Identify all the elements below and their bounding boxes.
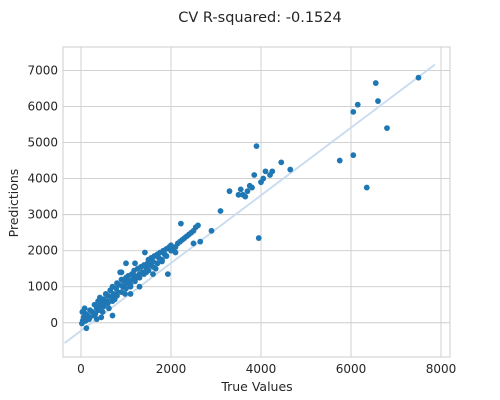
data-point — [255, 235, 262, 241]
data-point — [244, 188, 251, 195]
y-tick-label: 7000 — [27, 63, 58, 77]
data-point — [384, 125, 390, 132]
data-point — [150, 271, 156, 277]
data-point — [132, 260, 138, 267]
data-point — [237, 186, 244, 193]
data-point — [249, 184, 255, 191]
y-tick-label: 2000 — [27, 244, 58, 258]
data-point — [127, 291, 134, 297]
y-tick-label: 1000 — [27, 280, 58, 294]
data-point — [226, 188, 233, 195]
y-tick-label: 4000 — [27, 172, 58, 186]
y-tick-label: 0 — [50, 316, 58, 330]
data-point — [109, 312, 116, 319]
data-point — [235, 191, 242, 198]
data-point — [242, 193, 249, 200]
x-tick-label: 8000 — [426, 362, 457, 376]
data-point — [163, 253, 170, 259]
data-point — [93, 316, 100, 323]
data-point — [164, 271, 171, 277]
x-tick-label: 2000 — [156, 362, 187, 376]
x-tick-label: 0 — [77, 362, 85, 376]
data-point — [269, 168, 276, 175]
data-point — [262, 168, 269, 175]
data-point — [136, 274, 143, 281]
y-tick-label: 6000 — [27, 99, 58, 113]
data-point — [106, 305, 112, 312]
y-tick-label: 3000 — [27, 208, 58, 222]
y-tick-label: 5000 — [27, 136, 58, 150]
data-point — [278, 159, 285, 166]
data-point — [253, 143, 260, 150]
data-point — [197, 238, 204, 245]
data-point — [208, 227, 215, 234]
data-point — [375, 98, 381, 104]
data-point — [415, 74, 422, 81]
y-axis-ticks: 0 1000 2000 3000 4000 5000 6000 7000 — [27, 63, 58, 329]
data-point — [136, 283, 143, 290]
data-point — [287, 166, 294, 173]
grid — [63, 47, 450, 357]
data-point — [350, 108, 357, 115]
data-point — [154, 260, 161, 267]
data-point — [118, 269, 125, 276]
data-point — [118, 289, 125, 296]
x-axis-ticks: 0 2000 4000 6000 8000 — [77, 362, 456, 376]
data-point — [100, 303, 107, 310]
data-point — [372, 80, 379, 86]
data-point — [363, 184, 370, 191]
data-point — [336, 157, 343, 164]
data-point — [150, 258, 156, 265]
data-point — [83, 325, 90, 332]
data-point — [217, 208, 224, 214]
data-point — [190, 240, 197, 247]
data-point — [178, 220, 184, 227]
data-point — [168, 242, 174, 249]
data-point — [150, 263, 156, 270]
data-point — [109, 298, 116, 305]
data-point — [172, 249, 179, 256]
reference-line — [64, 64, 436, 344]
data-point — [143, 269, 150, 276]
data-point — [123, 285, 129, 292]
data-point — [195, 222, 201, 229]
plot-area — [62, 46, 451, 358]
x-axis-label: True Values — [220, 379, 292, 394]
data-point — [114, 292, 120, 299]
data-point — [159, 256, 165, 263]
data-point — [96, 307, 102, 314]
data-point — [127, 282, 134, 288]
x-tick-label: 4000 — [246, 362, 277, 376]
data-point — [79, 309, 86, 315]
data-points — [79, 74, 422, 332]
y-axis-label: Predictions — [6, 169, 21, 238]
x-tick-label: 6000 — [336, 362, 367, 376]
data-point — [98, 314, 105, 321]
data-point — [260, 175, 267, 182]
data-point — [354, 101, 361, 108]
data-point — [123, 260, 129, 267]
data-point — [251, 172, 258, 178]
data-point — [82, 318, 89, 324]
data-point — [142, 249, 148, 256]
data-point — [132, 278, 138, 285]
data-point — [105, 300, 111, 306]
data-point — [87, 314, 93, 321]
data-point — [350, 152, 357, 159]
chart-title: CV R-squared: -0.1524 — [178, 10, 341, 26]
